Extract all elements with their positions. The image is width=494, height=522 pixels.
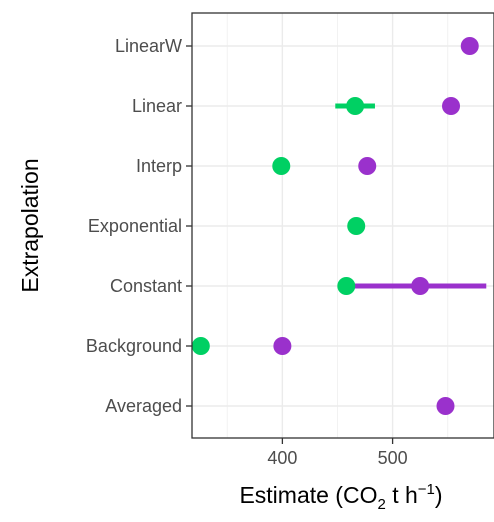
x-tick-label: 500 [378, 448, 408, 468]
x-axis-title-middle: t h [386, 482, 418, 508]
y-tick-label: Constant [110, 276, 182, 296]
data-point [347, 217, 366, 235]
x-axis-title-prefix: Estimate (CO [239, 482, 377, 508]
x-axis-title-subscript: 2 [377, 496, 385, 513]
y-tick-label: Interp [136, 156, 182, 176]
axes: Averaged Background Constant Exponential Int… [86, 36, 408, 468]
x-axis-title-superscript: −1 [418, 481, 435, 498]
data-point [436, 397, 455, 415]
data-point [460, 37, 479, 55]
data-marks [191, 37, 487, 415]
data-point [442, 97, 461, 115]
y-axis-title: Extrapolation [17, 158, 43, 292]
y-tick-label: Background [86, 336, 182, 356]
x-axis-title-suffix: ) [435, 482, 443, 508]
data-point [191, 337, 210, 355]
data-point [358, 157, 377, 175]
data-point [411, 277, 430, 295]
x-tick-label: 400 [267, 448, 297, 468]
grid-lines [192, 13, 494, 438]
data-point [272, 157, 291, 175]
y-tick-label: Linear [132, 96, 182, 116]
data-point [346, 97, 365, 115]
data-point [337, 277, 356, 295]
y-tick-label: Exponential [88, 216, 182, 236]
y-tick-label: LinearW [115, 36, 182, 56]
x-axis-title: Estimate (CO2 t h−1) [239, 481, 442, 513]
y-tick-label: Averaged [105, 396, 182, 416]
data-point [273, 337, 292, 355]
